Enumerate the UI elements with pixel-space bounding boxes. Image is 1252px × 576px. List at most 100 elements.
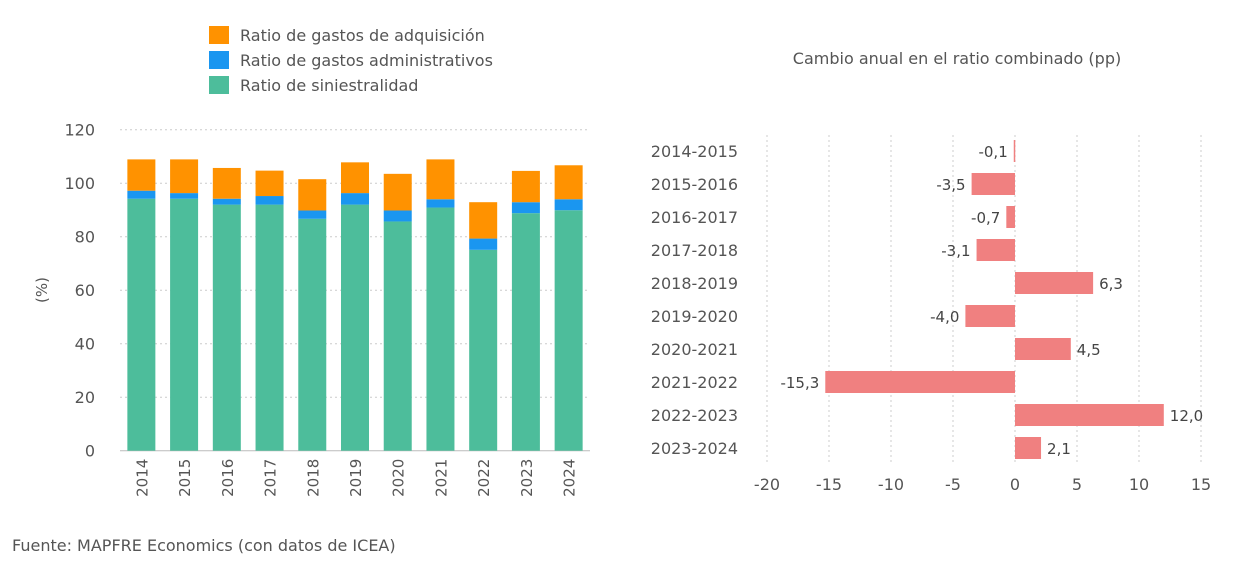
bar-2023-2024 — [1015, 437, 1042, 459]
bar-2016-ratio-de-siniestralidad — [212, 204, 241, 451]
x-tick-label: -15 — [816, 475, 842, 494]
bar-2018-2019 — [1015, 272, 1094, 294]
source-note: Fuente: MAPFRE Economics (con datos de I… — [12, 536, 396, 555]
bar-2024-ratio-de-gastos-de-adquisición — [554, 165, 583, 200]
data-label: 2,1 — [1047, 440, 1071, 458]
bar-2021-ratio-de-siniestralidad — [426, 207, 455, 451]
bar-2023-ratio-de-gastos-de-adquisición — [511, 170, 540, 203]
bar-2022-ratio-de-siniestralidad — [469, 249, 498, 451]
bar-2014-2015 — [1013, 140, 1016, 162]
bar-2022-ratio-de-gastos-administrativos — [469, 238, 498, 250]
bar-2017-2018 — [976, 239, 1015, 261]
data-label: 6,3 — [1099, 275, 1123, 293]
category-label: 2018-2019 — [651, 274, 738, 293]
category-label: 2019-2020 — [651, 307, 738, 326]
bar-2023-ratio-de-gastos-administrativos — [511, 202, 540, 214]
bar-2021-ratio-de-gastos-de-adquisición — [426, 159, 455, 200]
bar-2022-2023 — [1015, 404, 1164, 426]
bar-2021-2022 — [825, 371, 1015, 393]
x-tick-label: 5 — [1072, 475, 1082, 494]
y-tick-label: 100 — [64, 174, 95, 193]
x-tick-label: 2014 — [133, 459, 151, 497]
category-label: 2023-2024 — [651, 439, 738, 458]
category-label: 2021-2022 — [651, 373, 738, 392]
bar-2018-ratio-de-gastos-administrativos — [298, 210, 327, 219]
category-label: 2017-2018 — [651, 241, 738, 260]
bar-2024-ratio-de-gastos-administrativos — [554, 199, 583, 211]
bar-2016-2017 — [1006, 206, 1015, 228]
bar-2020-ratio-de-gastos-administrativos — [383, 210, 412, 222]
y-tick-label: 20 — [75, 388, 95, 407]
bar-2016-ratio-de-gastos-de-adquisición — [212, 167, 241, 199]
x-tick-label: 2019 — [347, 459, 365, 497]
bar-2024-ratio-de-siniestralidad — [554, 210, 583, 451]
x-tick-label: 2015 — [176, 459, 194, 497]
bar-2017-ratio-de-siniestralidad — [255, 204, 284, 451]
x-tick-label: -5 — [945, 475, 961, 494]
x-tick-label: 2016 — [219, 459, 237, 497]
x-tick-label: -20 — [754, 475, 780, 494]
x-tick-label: 2018 — [304, 459, 322, 497]
data-label: -3,1 — [941, 242, 970, 260]
bar-2015-ratio-de-gastos-administrativos — [170, 193, 199, 199]
bar-2019-2020 — [965, 305, 1015, 327]
bar-2018-ratio-de-siniestralidad — [298, 218, 327, 451]
category-label: 2020-2021 — [651, 340, 738, 359]
category-label: 2016-2017 — [651, 208, 738, 227]
y-tick-label: 120 — [64, 121, 95, 140]
x-tick-label: 15 — [1191, 475, 1211, 494]
bar-2020-ratio-de-siniestralidad — [383, 221, 412, 451]
x-tick-label: -10 — [878, 475, 904, 494]
legend-label: Ratio de siniestralidad — [240, 76, 418, 95]
bar-2015-2016 — [971, 173, 1015, 195]
x-tick-label: 0 — [1010, 475, 1020, 494]
bar-2017-ratio-de-gastos-administrativos — [255, 196, 284, 205]
data-label: -3,5 — [936, 176, 965, 194]
legend-label: Ratio de gastos administrativos — [240, 51, 493, 70]
bar-2020-ratio-de-gastos-de-adquisición — [383, 173, 412, 211]
bar-2019-ratio-de-gastos-administrativos — [341, 193, 369, 205]
bar-2015-ratio-de-gastos-de-adquisición — [170, 159, 199, 194]
bar-2014-ratio-de-siniestralidad — [127, 198, 156, 451]
data-label: 4,5 — [1077, 341, 1101, 359]
bar-2020-2021 — [1015, 338, 1071, 360]
x-tick-label: 2023 — [518, 459, 536, 497]
bar-2021-ratio-de-gastos-administrativos — [426, 199, 455, 208]
category-label: 2022-2023 — [651, 406, 738, 425]
y-tick-label: 0 — [85, 442, 95, 461]
bar-2017-ratio-de-gastos-de-adquisición — [255, 170, 284, 197]
legend-swatch — [209, 26, 229, 44]
x-tick-label: 2017 — [262, 459, 280, 497]
bar-2019-ratio-de-siniestralidad — [341, 204, 369, 451]
legend-label: Ratio de gastos de adquisición — [240, 26, 485, 45]
x-tick-label: 2021 — [432, 459, 450, 497]
chart-title: Cambio anual en el ratio combinado (pp) — [793, 49, 1121, 68]
bar-2016-ratio-de-gastos-administrativos — [212, 198, 241, 205]
y-tick-label: 80 — [75, 228, 95, 247]
data-label: -15,3 — [780, 374, 819, 392]
data-label: -0,7 — [971, 209, 1000, 227]
bar-2014-ratio-de-gastos-de-adquisición — [127, 159, 156, 191]
data-label: -4,0 — [930, 308, 959, 326]
x-tick-label: 10 — [1129, 475, 1149, 494]
category-label: 2014-2015 — [651, 142, 738, 161]
y-tick-label: 40 — [75, 335, 95, 354]
bar-2023-ratio-de-siniestralidad — [511, 213, 540, 451]
category-label: 2015-2016 — [651, 175, 738, 194]
legend-swatch — [209, 76, 229, 94]
y-axis-label: (%) — [33, 277, 51, 303]
bar-2014-ratio-de-gastos-administrativos — [127, 190, 156, 199]
bar-2019-ratio-de-gastos-de-adquisición — [341, 162, 369, 194]
legend-swatch — [209, 51, 229, 69]
bar-2015-ratio-de-siniestralidad — [170, 198, 199, 451]
data-label: -0,1 — [978, 143, 1007, 161]
data-label: 12,0 — [1170, 407, 1203, 425]
x-tick-label: 2024 — [561, 459, 579, 497]
x-tick-label: 2022 — [475, 459, 493, 497]
bar-2022-ratio-de-gastos-de-adquisición — [469, 202, 498, 239]
y-tick-label: 60 — [75, 281, 95, 300]
bar-2018-ratio-de-gastos-de-adquisición — [298, 179, 327, 211]
x-tick-label: 2020 — [390, 459, 408, 497]
